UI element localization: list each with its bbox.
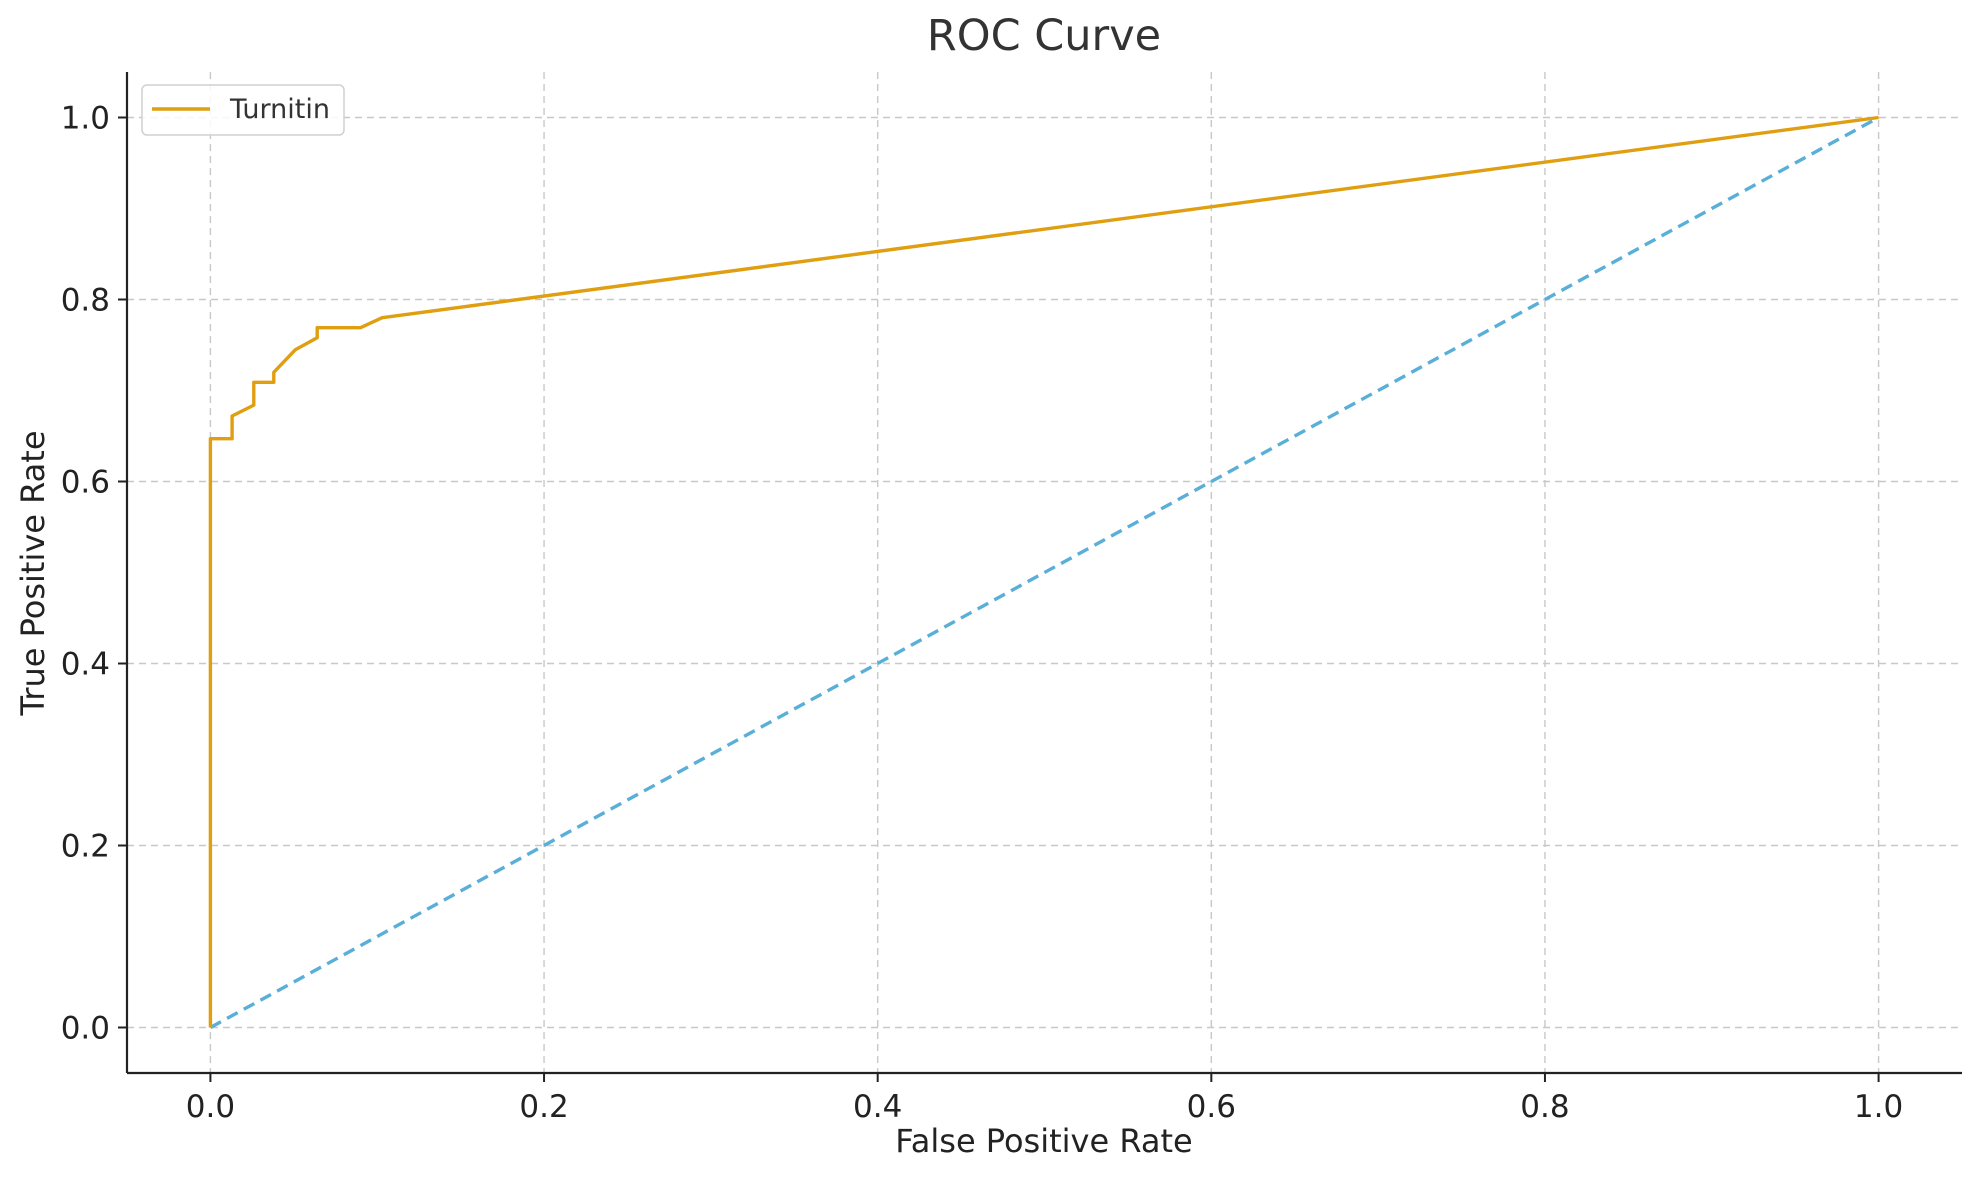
legend-box: [141, 84, 345, 136]
axis-ticks: 0.0 0.2 0.4 0.6 0.8 1.0 0.0 0.2 0.4 0.6 0.8 1.0: [61, 101, 1904, 1126]
series-lines: [208, 115, 1880, 1029]
y-tick-label: 0.4: [61, 647, 110, 683]
y-tick-label: 0.6: [61, 465, 110, 501]
x-tick-label: 0.4: [853, 1089, 902, 1125]
x-tick-label: 1.0: [1854, 1089, 1903, 1125]
x-axis-label: False Positive Rate: [895, 1122, 1192, 1160]
legend-label-turnitin: Turnitin: [229, 94, 330, 125]
x-tick-label: 0.6: [1187, 1089, 1236, 1125]
legend: Turnitin: [141, 84, 345, 136]
diagonal-reference-line: [209, 116, 1880, 1029]
x-tick-label: 0.8: [1520, 1089, 1569, 1125]
chart-title: ROC Curve: [927, 11, 1161, 61]
x-tick-label: 0.0: [186, 1089, 235, 1125]
axes: [125, 72, 1962, 1075]
grid-lines: [127, 72, 1962, 1073]
y-tick-label: 0.0: [61, 1011, 110, 1047]
y-tick-label: 0.2: [61, 829, 110, 865]
y-axis-label: True Positive Rate: [14, 430, 52, 716]
y-tick-label: 0.8: [61, 283, 110, 319]
x-tick-label: 0.2: [519, 1089, 568, 1125]
series-line-turnitin: [208, 115, 1879, 1028]
y-tick-label: 1.0: [61, 101, 110, 137]
